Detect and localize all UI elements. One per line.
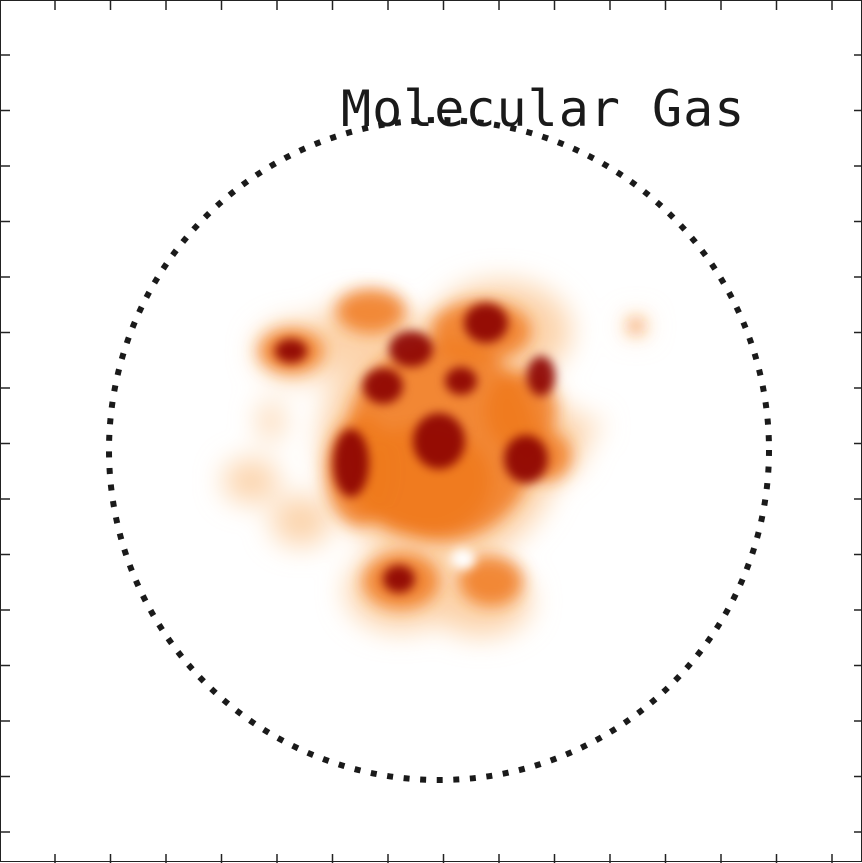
emission-blob-low	[223, 459, 279, 503]
emission-blob-high	[413, 413, 465, 469]
emission-blob-low	[259, 401, 283, 441]
gas-emission	[223, 281, 646, 636]
emission-blob-high	[363, 368, 403, 404]
emission-blob-low	[271, 496, 331, 546]
emission-blob-low	[581, 418, 601, 434]
emission-blob-high	[333, 429, 369, 497]
emission-blob-high	[389, 331, 433, 367]
emission-blob-high	[504, 435, 548, 483]
emission-blob-high	[445, 367, 477, 395]
emission-blob-mid	[336, 289, 406, 333]
emission-blob-high	[527, 356, 555, 396]
emission-blob-high	[383, 565, 415, 593]
emission-gap	[451, 549, 475, 569]
emission-blob-mid	[629, 319, 643, 333]
emission-blob-high	[464, 303, 508, 343]
emission-blob-high	[275, 339, 307, 363]
panel-label: Molecular Gas	[341, 79, 745, 139]
